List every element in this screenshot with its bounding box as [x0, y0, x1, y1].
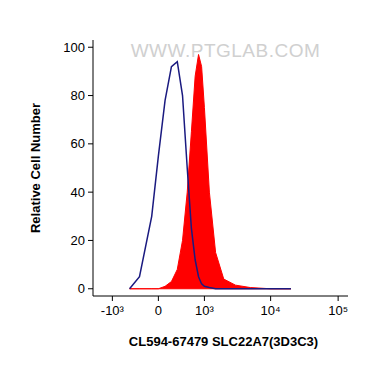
x-tick-label: 0 [155, 303, 162, 318]
chart: WWW.PTGLAB.COM 0 20 40 60 80 100 -10³ 0 10³ 10⁴ 10⁵… [0, 0, 370, 367]
y-tick-label: 60 [71, 136, 85, 151]
x-tick [158, 296, 159, 301]
x-tick-label: 10³ [195, 303, 214, 318]
x-tick-label: 10⁵ [328, 303, 348, 318]
x-tick-label: 10⁴ [261, 303, 281, 318]
y-tick [88, 95, 93, 96]
x-tick [112, 296, 113, 301]
y-tick [88, 240, 93, 241]
x-tick [338, 296, 339, 301]
y-axis-label: Relative Cell Number [28, 103, 43, 233]
y-tick-label: 80 [71, 88, 85, 103]
watermark: WWW.PTGLAB.COM [131, 40, 321, 61]
y-tick-label: 20 [71, 233, 85, 248]
x-tick [270, 296, 271, 301]
y-tick-label: 0 [78, 281, 85, 296]
histogram-line [130, 62, 291, 289]
x-tick [204, 296, 205, 301]
histogram-area [130, 54, 291, 288]
x-axis-label: CL594-67479 SLC22A7(3D3C3) [129, 334, 318, 349]
y-tick-label: 100 [63, 40, 85, 55]
plot-area [130, 54, 291, 288]
y-tick [88, 47, 93, 48]
y-tick-label: 40 [71, 185, 85, 200]
x-axis [93, 296, 348, 297]
y-tick [88, 143, 93, 144]
y-tick [88, 192, 93, 193]
y-tick [88, 288, 93, 289]
y-axis [93, 40, 94, 296]
x-tick-label: -10³ [101, 303, 125, 318]
